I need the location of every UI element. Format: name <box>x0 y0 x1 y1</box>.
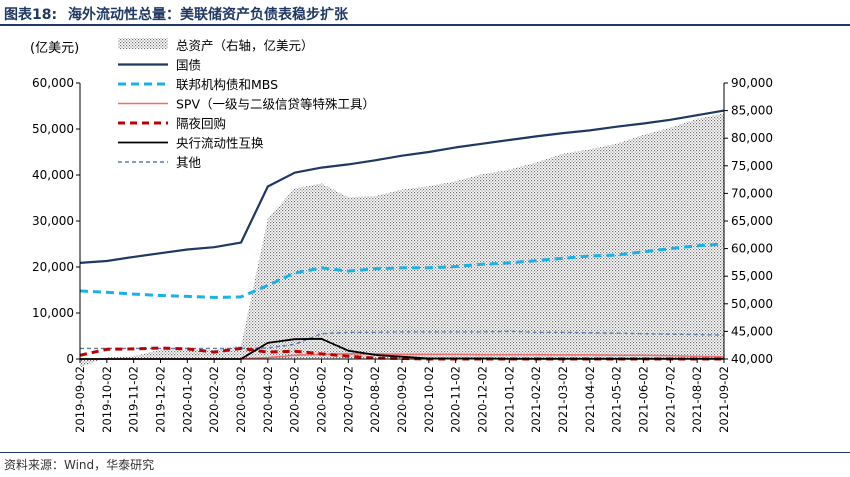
x-tick-label: 2021-09-02 <box>717 366 731 433</box>
right-y-tick-label: 40,000 <box>731 352 773 366</box>
fed-balance-sheet-chart: (亿美元) 0 10,000 20,000 30,000 40,000 50,000 60,… <box>30 38 773 433</box>
x-tick-label: 2021-06-02 <box>637 366 651 433</box>
legend-label: 央行流动性互换 <box>176 136 264 151</box>
legend-label: SPV（一级与二级信贷等特殊工具） <box>176 97 375 112</box>
x-tick-label: 2020-10-02 <box>422 366 436 433</box>
x-tick-label: 2020-09-02 <box>395 366 409 433</box>
legend-label: 联邦机构债和MBS <box>176 77 278 92</box>
legend-label: 其他 <box>176 155 202 170</box>
legend-item-spv: SPV（一级与二级信贷等特殊工具） <box>118 97 375 112</box>
right-y-tick-label: 60,000 <box>731 242 773 256</box>
x-tick-label: 2020-12-02 <box>476 366 490 433</box>
x-tick-label: 2020-04-02 <box>261 366 275 433</box>
x-tick-label: 2021-08-02 <box>690 366 704 433</box>
figure-number: 图表18: <box>4 7 58 23</box>
figure-title-text: 海外流动性总量：美联储资产负债表稳步扩张 <box>67 7 348 23</box>
x-tick-label: 2019-10-02 <box>100 366 114 433</box>
x-tick-label: 2020-05-02 <box>288 366 302 433</box>
left-y-tick-label: 60,000 <box>32 76 74 90</box>
legend-item-repo: 隔夜回购 <box>118 116 226 131</box>
x-tick-label: 2020-01-02 <box>180 366 194 433</box>
right-y-tick-label: 90,000 <box>731 76 773 90</box>
axis-layer: 0 10,000 20,000 30,000 40,000 50,000 60,000 40,… <box>32 76 773 433</box>
x-tick-label: 2020-02-02 <box>207 366 221 433</box>
x-tick-label: 2020-08-02 <box>368 366 382 433</box>
source-note: 资料来源：Wind，华泰研究 <box>4 458 155 472</box>
x-tick-label: 2020-07-02 <box>341 366 355 433</box>
series-line-agency-mbs <box>79 242 725 299</box>
right-y-tick-label: 55,000 <box>731 269 773 283</box>
legend-label: 总资产（右轴，亿美元） <box>176 38 314 53</box>
left-axis-unit-label: (亿美元) <box>30 41 79 56</box>
left-y-tick-label: 40,000 <box>32 168 74 182</box>
figure-title: 图表18: 海外流动性总量：美联储资产负债表稳步扩张 <box>4 4 348 24</box>
legend-item-agency-mbs: 联邦机构债和MBS <box>118 77 278 92</box>
legend-item-swaps: 央行流动性互换 <box>118 136 264 151</box>
left-y-tick-label: 20,000 <box>32 260 74 274</box>
x-tick-label: 2021-03-02 <box>556 366 570 433</box>
legend-item-other: 其他 <box>118 155 202 170</box>
left-y-tick-label: 10,000 <box>32 306 74 320</box>
legend-swatch <box>118 38 168 49</box>
x-tick-label: 2019-11-02 <box>127 366 141 433</box>
series-line-other <box>80 330 725 350</box>
legend-label: 国债 <box>176 58 201 73</box>
x-tick-label: 2021-02-02 <box>529 366 543 433</box>
series-line-treasuries <box>79 109 725 264</box>
legend-label: 隔夜回购 <box>176 116 226 131</box>
x-tick-label: 2019-12-02 <box>154 366 168 433</box>
legend-item-total-assets: 总资产（右轴，亿美元） <box>118 38 314 53</box>
x-tick-label: 2021-07-02 <box>663 366 677 433</box>
x-tick-label: 2020-03-02 <box>234 366 248 433</box>
left-y-tick-label: 50,000 <box>32 122 74 136</box>
right-y-tick-label: 45,000 <box>731 324 773 338</box>
left-y-tick-label: 0 <box>66 352 74 366</box>
right-y-tick-label: 65,000 <box>731 214 773 228</box>
right-y-tick-label: 85,000 <box>731 104 773 118</box>
right-y-tick-label: 75,000 <box>731 159 773 173</box>
right-y-tick-label: 50,000 <box>731 297 773 311</box>
x-tick-label: 2021-05-02 <box>610 366 624 433</box>
series-area-total-assets <box>80 113 724 368</box>
legend-item-treasuries: 国债 <box>118 58 201 73</box>
x-tick-label: 2020-06-02 <box>315 366 329 433</box>
footer-divider <box>0 452 850 453</box>
right-y-tick-label: 80,000 <box>731 131 773 145</box>
x-tick-label: 2021-01-02 <box>502 366 516 433</box>
title-divider <box>0 24 850 26</box>
x-tick-label: 2021-04-02 <box>583 366 597 433</box>
x-tick-label: 2020-11-02 <box>449 366 463 433</box>
x-tick-label: 2019-09-02 <box>73 366 87 433</box>
right-y-tick-label: 70,000 <box>731 186 773 200</box>
left-y-tick-label: 30,000 <box>32 214 74 228</box>
